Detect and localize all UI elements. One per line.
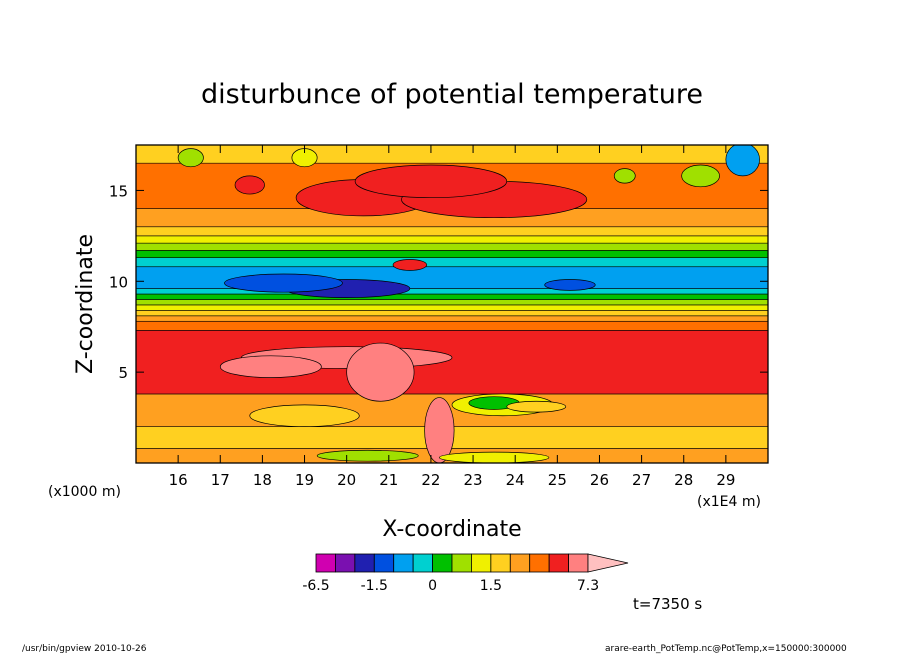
band-5	[136, 315, 768, 322]
colorbar-swatch-8	[471, 553, 492, 573]
footer-right: arare-earth_PotTemp.nc@PotTemp,x=150000:…	[605, 644, 847, 654]
x-tick-label-0: 16	[169, 471, 188, 489]
x-tick-label-4: 20	[337, 471, 356, 489]
colorbar-label-3: 1.5	[480, 578, 502, 594]
blob-16	[681, 164, 720, 188]
colorbar-swatch-4	[393, 553, 414, 573]
x-axis: 16 17 18 19 20 21 22 23 24 25 26 27 28 29	[169, 145, 735, 489]
blob-9	[506, 400, 567, 413]
colorbar-swatch-2	[354, 553, 375, 573]
x-tick-label-11: 27	[632, 471, 651, 489]
x-tick-label-6: 22	[421, 471, 440, 489]
blob-18	[177, 148, 204, 168]
band-4	[136, 320, 768, 331]
y-axis-label: Z-coordinate	[73, 234, 98, 374]
x-unit-label: (x1E4 m)	[697, 494, 761, 510]
blob-21	[439, 451, 550, 463]
blob-10	[249, 404, 360, 428]
y-tick-label-2: 15	[109, 182, 128, 200]
colorbar-swatch-5	[412, 553, 433, 573]
colorbar-swatch-9	[490, 553, 511, 573]
x-tick-label-5: 21	[379, 471, 398, 489]
colorbar-swatch-11	[529, 553, 550, 573]
chart-title: disturbunce of potential temperature	[201, 79, 703, 110]
y-unit-label: (x1000 m)	[48, 484, 121, 500]
x-tick-label-10: 26	[590, 471, 609, 489]
x-axis-label: X-coordinate	[382, 517, 521, 542]
colorbar-swatch-1	[335, 553, 356, 573]
blob-14	[234, 175, 265, 195]
band-8	[136, 299, 768, 306]
y-tick-label-0: 5	[118, 364, 128, 382]
colorbar-swatch-10	[509, 553, 531, 573]
blob-13	[354, 164, 508, 199]
band-19	[136, 145, 768, 164]
blob-17	[613, 168, 636, 184]
colorbar-swatch-0	[315, 553, 336, 573]
blob-6	[424, 397, 455, 463]
band-9	[136, 293, 768, 300]
x-tick-label-7: 23	[464, 471, 483, 489]
band-10	[136, 288, 768, 295]
band-12	[136, 257, 768, 268]
y-tick-label-1: 10	[109, 273, 128, 291]
x-tick-label-3: 19	[295, 471, 314, 489]
band-15	[136, 235, 768, 244]
plot-frame	[135, 144, 769, 464]
band-7	[136, 304, 768, 311]
x-tick-label-9: 25	[548, 471, 567, 489]
blob-2	[544, 279, 596, 291]
x-tick-label-8: 24	[506, 471, 525, 489]
colorbar-labels: -6.5 -1.5 0 1.5 7.3	[302, 578, 599, 594]
x-tick-label-2: 18	[253, 471, 272, 489]
colorbar-swatch-13	[568, 553, 589, 573]
blob-20	[392, 259, 428, 271]
time-label: t=7350 s	[633, 595, 702, 613]
colorbar-swatch-6	[432, 553, 453, 573]
blob-1	[224, 273, 343, 293]
blob-22	[316, 449, 419, 462]
band-14	[136, 242, 768, 251]
footer-left: /usr/bin/gpview 2010-10-26	[22, 644, 147, 654]
colorbar-label-2: 0	[428, 578, 437, 594]
blob-15	[725, 145, 760, 177]
colorbar-swatch-3	[373, 553, 395, 573]
colorbar-label-0: -6.5	[302, 578, 329, 594]
colorbar-label-4: 7.3	[577, 578, 599, 594]
colorbar-label-1: -1.5	[361, 578, 388, 594]
blob-4	[219, 355, 322, 378]
colorbar	[315, 553, 629, 573]
band-13	[136, 250, 768, 258]
plot-area	[136, 145, 768, 463]
x-tick-label-12: 28	[674, 471, 693, 489]
band-16	[136, 226, 768, 237]
x-tick-label-1: 17	[211, 471, 230, 489]
band-6	[136, 310, 768, 317]
x-tick-label-13: 29	[716, 471, 735, 489]
colorbar-swatch-12	[548, 553, 569, 573]
blob-5	[346, 342, 415, 402]
y-axis: 5 10 15	[109, 182, 768, 382]
colorbar-arrow	[587, 553, 629, 573]
colorbar-swatch-7	[451, 553, 472, 573]
